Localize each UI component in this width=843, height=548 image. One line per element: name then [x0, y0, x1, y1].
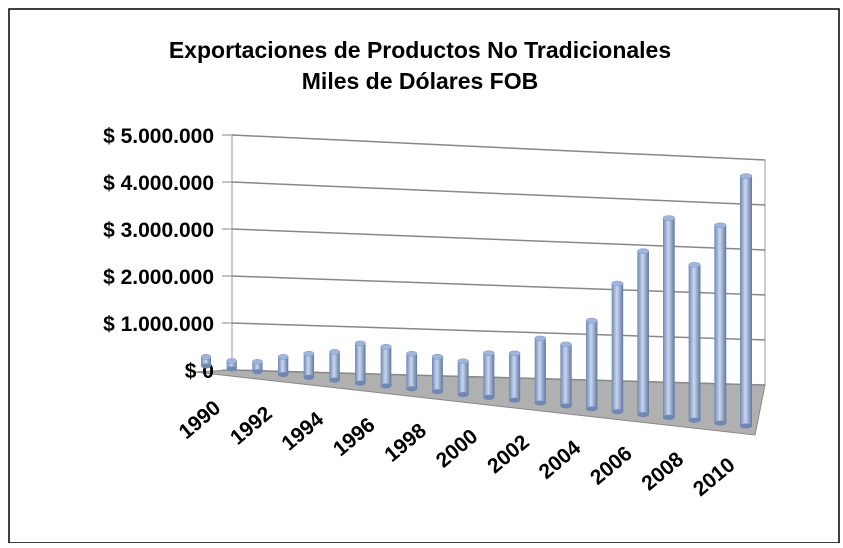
- bar-cap: [354, 340, 366, 347]
- bar-cap: [637, 248, 650, 254]
- bar-cap: [380, 344, 392, 350]
- bar-base: [278, 372, 289, 378]
- bar-base: [714, 420, 727, 426]
- bar: [714, 225, 727, 424]
- bar-cap: [226, 358, 238, 364]
- bar-cap: [662, 215, 675, 221]
- bar-base: [406, 386, 418, 392]
- bar-cap: [585, 317, 598, 324]
- bar: [663, 218, 675, 418]
- bar-cap: [714, 222, 727, 229]
- y-tick-label: $ 1.000.000: [103, 313, 214, 336]
- chart-subtitle: Miles de Dólares FOB: [302, 68, 538, 94]
- bar-cap: [277, 354, 289, 360]
- grid-line: [231, 275, 766, 296]
- bar: [355, 343, 366, 384]
- chart-title: Exportaciones de Productos No Tradiciona…: [169, 37, 671, 63]
- bar: [509, 353, 521, 401]
- bar-base: [457, 392, 469, 398]
- bar: [226, 360, 237, 369]
- bar-cap: [688, 262, 701, 268]
- bar: [432, 356, 443, 392]
- bar: [688, 264, 701, 421]
- bar-base: [740, 423, 752, 429]
- bar-cap: [200, 354, 212, 360]
- bar-cap: [457, 358, 469, 364]
- bar-cap: [406, 351, 418, 357]
- bar-base: [688, 417, 701, 423]
- bar: [303, 353, 315, 378]
- bar-cap: [483, 350, 495, 356]
- bar: [278, 356, 289, 375]
- grid-line: [231, 228, 766, 251]
- grid-line: [231, 322, 766, 341]
- bar: [611, 283, 624, 412]
- bar: [483, 353, 495, 398]
- bar-base: [252, 369, 263, 375]
- bar-base: [329, 377, 340, 383]
- bar-base: [483, 394, 495, 400]
- bar-base: [432, 389, 443, 395]
- bar-base: [380, 383, 392, 389]
- bar-cap: [611, 280, 624, 287]
- grid-line: [231, 369, 766, 386]
- y-tick-label: $ 4.000.000: [103, 172, 214, 195]
- bar: [380, 346, 392, 386]
- bar-cap: [534, 335, 547, 342]
- grid-line: [231, 134, 766, 161]
- bar-base: [611, 409, 624, 415]
- bar-cap: [252, 359, 263, 365]
- bar: [457, 361, 469, 395]
- bar: [637, 251, 649, 415]
- grid-line: [231, 181, 766, 206]
- bar: [201, 356, 211, 366]
- bar-cap: [508, 350, 521, 357]
- frame: [8, 8, 840, 544]
- bar-base: [637, 412, 649, 418]
- bar-cap: [329, 349, 341, 355]
- bar: [252, 361, 263, 372]
- bar-cap: [739, 173, 753, 179]
- bar-cap: [431, 353, 444, 360]
- bar-base: [226, 366, 237, 372]
- bar: [329, 351, 340, 381]
- bar-cap: [560, 341, 572, 348]
- bar-base: [355, 380, 366, 386]
- bar-cap: [303, 350, 315, 357]
- y-tick-label: $ 5.000.000: [103, 125, 214, 148]
- bar: [534, 338, 546, 404]
- bar-base: [508, 397, 521, 403]
- bar: [586, 320, 598, 409]
- bar-base: [534, 400, 546, 406]
- bar-base: [663, 414, 675, 420]
- y-tick-label: $ 3.000.000: [103, 219, 214, 242]
- bar-base: [303, 374, 315, 380]
- bar: [740, 176, 752, 426]
- bar-base: [560, 403, 572, 409]
- y-tick-label: $ 2.000.000: [103, 266, 214, 289]
- bar: [406, 353, 418, 389]
- bar-base: [201, 363, 211, 369]
- bar-base: [586, 406, 598, 412]
- bar: [560, 344, 572, 406]
